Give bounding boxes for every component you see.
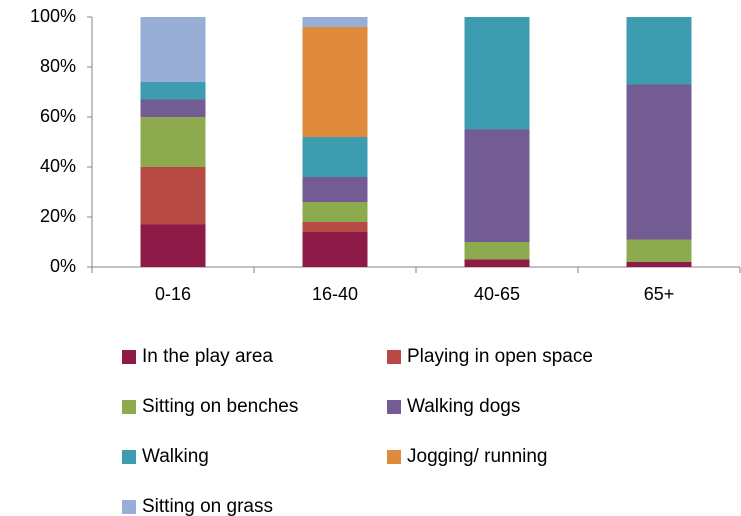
bar-segment xyxy=(464,242,530,260)
y-tick-label: 40% xyxy=(40,156,76,176)
bar-segment xyxy=(464,259,530,267)
bar-segment xyxy=(140,117,206,167)
x-tick-label: 65+ xyxy=(644,284,675,304)
y-tick-label: 80% xyxy=(40,56,76,76)
bar-segment xyxy=(140,82,206,100)
legend-swatch xyxy=(387,350,401,364)
bar-segment xyxy=(626,239,692,262)
bar-segment xyxy=(140,224,206,267)
x-tick-label: 0-16 xyxy=(155,284,191,304)
bar-segment xyxy=(626,262,692,267)
bar-segment xyxy=(302,17,368,27)
bar-segment xyxy=(626,17,692,85)
legend-label: Walking dogs xyxy=(407,396,520,417)
legend-label: Jogging/ running xyxy=(407,446,548,467)
legend-label: Sitting on grass xyxy=(142,496,273,516)
legend-label: Sitting on benches xyxy=(142,396,298,417)
bar-segment xyxy=(302,137,368,177)
legend-swatch xyxy=(122,500,136,514)
legend-swatch xyxy=(122,400,136,414)
legend-swatch xyxy=(387,400,401,414)
x-tick-label: 40-65 xyxy=(474,284,520,304)
x-tick-label: 16-40 xyxy=(312,284,358,304)
legend-label: Playing in open space xyxy=(407,346,593,367)
legend-swatch xyxy=(387,450,401,464)
bar-segment xyxy=(302,177,368,202)
legend-swatch xyxy=(122,450,136,464)
bar-segment xyxy=(302,27,368,137)
y-tick-label: 0% xyxy=(50,256,76,276)
bar-segment xyxy=(140,99,206,117)
bar-segment xyxy=(302,222,368,232)
bar-segment xyxy=(626,84,692,240)
legend-label: Walking xyxy=(142,446,209,467)
bar-segment xyxy=(140,167,206,225)
bar-segment xyxy=(464,129,530,242)
bar-segment xyxy=(140,17,206,82)
bar-segment xyxy=(464,17,530,130)
bar-segment xyxy=(302,202,368,222)
bar-segment xyxy=(302,232,368,267)
legend-label: In the play area xyxy=(142,346,273,367)
y-tick-label: 100% xyxy=(30,6,76,26)
y-tick-label: 60% xyxy=(40,106,76,126)
y-tick-label: 20% xyxy=(40,206,76,226)
legend-swatch xyxy=(122,350,136,364)
